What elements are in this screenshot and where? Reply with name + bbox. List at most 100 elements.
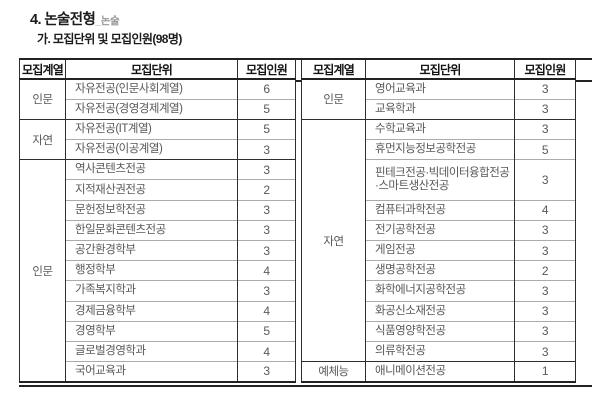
unit-cell: 전기공학전공 xyxy=(365,219,515,241)
table-header-cell: 모집인원 xyxy=(237,59,296,80)
count-cell: 3 xyxy=(237,219,296,241)
table-border-line-bottom xyxy=(19,385,592,387)
table-row: 게임전공 3 xyxy=(302,240,576,261)
table-row: 한일문화콘텐츠전공 3 xyxy=(20,219,296,241)
unit-cell: 화공신소재전공 xyxy=(365,300,515,322)
count-cell: 3 xyxy=(514,118,576,140)
table-row: 경제금융학부 4 xyxy=(20,300,296,322)
admission-table-left: 모집계열 모집단위 모집인원 인문 자유전공(인문사회계열) 6 자유전공(경영경제계열) 5… xyxy=(19,58,296,383)
count-cell: 3 xyxy=(514,98,576,120)
table-row: 컴퓨터과학전공 4 xyxy=(302,199,576,221)
count-cell: 2 xyxy=(514,260,576,281)
count-cell: 3 xyxy=(237,159,296,180)
table-row: 예체능 애니메이션전공 1 xyxy=(301,361,576,382)
count-cell: 3 xyxy=(237,361,296,382)
unit-cell: 경영학부 xyxy=(65,320,238,342)
table-row: 행정학부 4 xyxy=(20,260,296,281)
unit-cell: 영어교육과 xyxy=(365,78,515,100)
table-row: 공간환경학부 3 xyxy=(20,239,296,261)
table-row: 자유전공(경영경제계열) 5 xyxy=(20,98,296,120)
unit-cell: 의류학전공 xyxy=(365,340,515,362)
table-header-row: 모집계열 모집단위 모집인원 xyxy=(301,59,576,80)
count-cell: 5 xyxy=(237,98,296,120)
count-cell: 1 xyxy=(514,361,576,382)
count-cell: 6 xyxy=(237,78,296,100)
table-row: 화학에너지공학전공 3 xyxy=(302,280,576,302)
table-header-cell: 모집단위 xyxy=(65,59,238,80)
table-row: 경영학부 5 xyxy=(20,320,296,342)
category-cell: 자연 xyxy=(19,118,66,160)
table-row: 문헌정보학전공 3 xyxy=(20,199,296,221)
count-cell: 4 xyxy=(237,340,296,362)
count-cell: 3 xyxy=(514,300,576,322)
admission-table-right: 모집계열 모집단위 모집인원 인문 영어교육과 3 교육학과 3 자연 수학교육과 3 휴먼지능정보공… xyxy=(301,58,576,383)
page-title-main: 4. 논술전형 xyxy=(30,12,96,28)
unit-cell: 생명공학전공 xyxy=(365,260,515,281)
table-row: 의류학전공 3 xyxy=(302,340,576,362)
count-cell: 5 xyxy=(237,320,296,342)
unit-cell: 자유전공(IT계열) xyxy=(65,118,238,140)
table-row: 생명공학전공 2 xyxy=(302,260,576,281)
tables-container: 모집계열 모집단위 모집인원 인문 자유전공(인문사회계열) 6 자유전공(경영경제계열) 5… xyxy=(19,58,576,383)
count-cell: 5 xyxy=(514,139,576,160)
unit-cell: 가족복지학과 xyxy=(65,280,238,302)
count-cell: 3 xyxy=(237,199,296,221)
table-header-row: 모집계열 모집단위 모집인원 xyxy=(19,59,296,80)
count-cell: 3 xyxy=(237,280,296,302)
count-cell: 3 xyxy=(514,78,576,100)
table-header-cell: 모집계열 xyxy=(301,59,366,80)
count-cell: 3 xyxy=(514,320,576,342)
unit-cell: 애니메이션전공 xyxy=(365,361,515,382)
unit-cell: 국어교육과 xyxy=(65,361,238,382)
table-row: 글로벌경영학과 4 xyxy=(20,340,296,362)
category-cell: 인문 xyxy=(19,159,66,382)
unit-cell: 한일문화콘텐츠전공 xyxy=(65,219,238,241)
section-subtitle: 가. 모집단위 및 모집인원(98명) xyxy=(37,32,182,46)
table-row: 인문 영어교육과 3 xyxy=(301,78,576,120)
category-cell: 자연 xyxy=(301,118,366,362)
unit-cell: 휴먼지능정보공학전공 xyxy=(365,139,515,160)
count-cell: 5 xyxy=(237,118,296,140)
unit-cell: 핀테크전공·빅데이터융합전공·스마트생산전공 xyxy=(365,159,515,201)
table-row: 지적재산권전공 2 xyxy=(20,179,296,201)
table-header-cell: 모집인원 xyxy=(514,59,576,80)
page-title-suffix: _논술 xyxy=(95,15,120,27)
table-row: 화공신소재전공 3 xyxy=(302,300,576,322)
unit-cell: 자유전공(이공계열) xyxy=(65,139,238,160)
table-row: 국어교육과 3 xyxy=(20,361,296,382)
table-row: 인문 역사콘텐츠전공 3 xyxy=(19,159,296,382)
table-row: 교육학과 3 xyxy=(302,98,576,120)
unit-cell: 행정학부 xyxy=(65,260,238,281)
count-cell: 3 xyxy=(237,239,296,261)
unit-cell: 공간환경학부 xyxy=(65,239,238,261)
count-cell: 3 xyxy=(514,159,576,201)
count-cell: 2 xyxy=(237,179,296,201)
unit-cell: 자유전공(인문사회계열) xyxy=(65,78,238,100)
table-header-cell: 모집계열 xyxy=(19,59,66,80)
unit-cell: 문헌정보학전공 xyxy=(65,199,238,221)
count-cell: 3 xyxy=(514,240,576,261)
unit-cell: 수학교육과 xyxy=(365,118,515,140)
category-cell: 인문 xyxy=(301,78,366,120)
unit-cell: 컴퓨터과학전공 xyxy=(365,199,515,221)
unit-cell: 역사콘텐츠전공 xyxy=(65,159,238,180)
table-row: 자연 자유전공(IT계열) 5 xyxy=(19,118,296,160)
count-cell: 3 xyxy=(514,340,576,362)
unit-cell: 글로벌경영학과 xyxy=(65,340,238,362)
unit-cell: 교육학과 xyxy=(365,98,515,120)
category-cell: 인문 xyxy=(19,78,66,120)
table-row: 전기공학전공 3 xyxy=(302,219,576,241)
unit-cell: 게임전공 xyxy=(365,240,515,261)
table-row: 가족복지학과 3 xyxy=(20,280,296,302)
count-cell: 4 xyxy=(237,260,296,281)
count-cell: 3 xyxy=(514,219,576,241)
unit-cell: 자유전공(경영경제계열) xyxy=(65,98,238,120)
unit-cell: 지적재산권전공 xyxy=(65,179,238,201)
count-cell: 3 xyxy=(514,280,576,302)
table-row: 자연 수학교육과 3 xyxy=(301,118,576,362)
table-row: 자유전공(이공계열) 3 xyxy=(20,139,296,160)
count-cell: 4 xyxy=(237,300,296,322)
page-title: 4. 논술전형_논술 xyxy=(30,8,120,29)
table-header-cell: 모집단위 xyxy=(365,59,515,80)
